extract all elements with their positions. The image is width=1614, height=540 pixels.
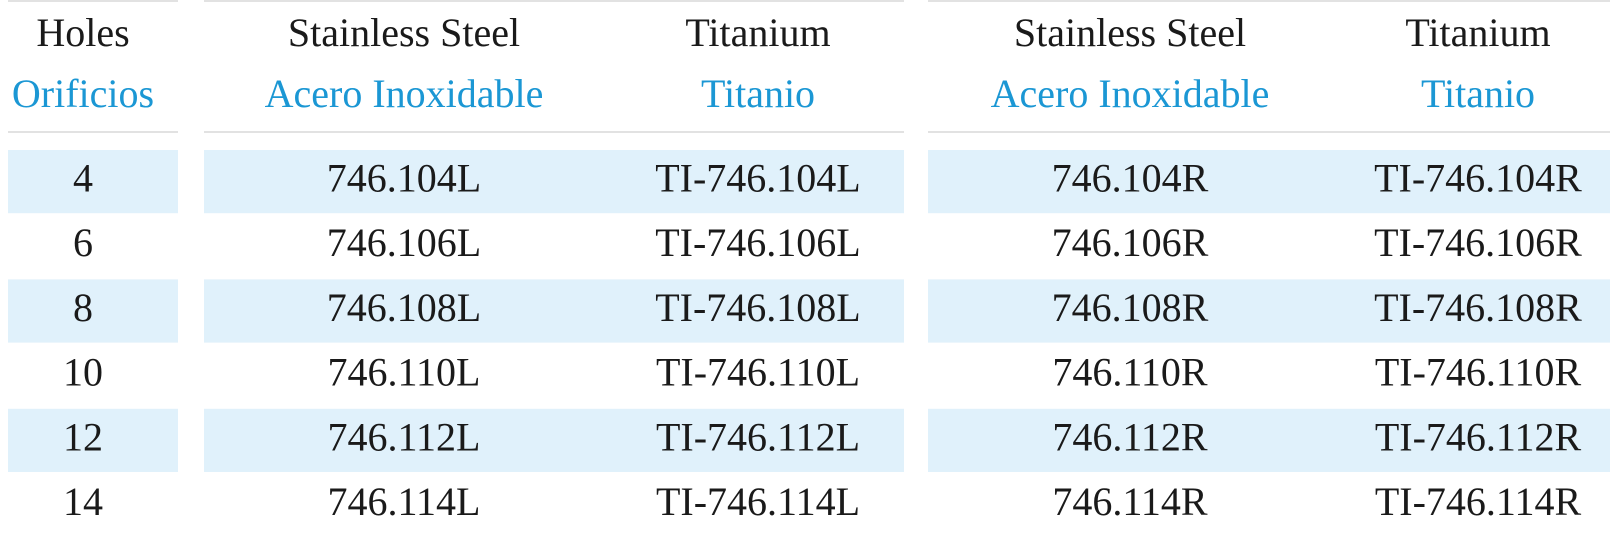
cell: 14 <box>63 479 103 524</box>
cell: TI-746.108L <box>655 285 861 330</box>
cell: 746.110R <box>1052 350 1208 395</box>
cell: 746.108R <box>1052 285 1209 330</box>
cell: 746.106R <box>1052 220 1209 265</box>
cell: 6 <box>73 220 93 265</box>
cell: TI-746.114R <box>1375 479 1582 524</box>
row-stripe <box>204 150 904 214</box>
header-es: Titanio <box>1421 71 1535 116</box>
header-es: Acero Inoxidable <box>991 71 1270 116</box>
cell: TI-746.106L <box>655 220 861 265</box>
cell: 746.108L <box>327 285 481 330</box>
row-stripe <box>928 150 1610 214</box>
cell: 12 <box>63 414 103 459</box>
header-en: Titanium <box>685 10 830 55</box>
header-es: Acero Inoxidable <box>265 71 544 116</box>
cell: 746.112R <box>1052 414 1208 459</box>
cell: 746.110L <box>328 350 481 395</box>
row-stripe <box>204 279 904 343</box>
cell: TI-746.106R <box>1374 220 1582 265</box>
row-stripe <box>928 279 1610 343</box>
header-en: Stainless Steel <box>288 10 520 55</box>
cell: 746.106L <box>327 220 481 265</box>
cell: TI-746.110R <box>1375 350 1582 395</box>
row-stripe <box>204 408 904 472</box>
cell: TI-746.112L <box>656 414 860 459</box>
row-stripe <box>8 279 178 343</box>
cell: TI-746.112R <box>1375 414 1582 459</box>
header-en: Stainless Steel <box>1014 10 1246 55</box>
cell: 10 <box>63 350 103 395</box>
cell: 746.104L <box>327 156 481 201</box>
header-es: Orificios <box>12 71 154 116</box>
row-stripe <box>8 408 178 472</box>
header-en: Holes <box>36 10 129 55</box>
cell: 746.112L <box>328 414 481 459</box>
cell: 746.104R <box>1052 156 1209 201</box>
cell: TI-746.108R <box>1374 285 1582 330</box>
cell: 4 <box>73 156 93 201</box>
cell: TI-746.104L <box>655 156 861 201</box>
cell: 746.114L <box>328 479 481 524</box>
cell: 746.114R <box>1052 479 1208 524</box>
cell: TI-746.104R <box>1374 156 1582 201</box>
cell: TI-746.114L <box>656 479 860 524</box>
row-stripe <box>8 150 178 214</box>
header-en: Titanium <box>1405 10 1550 55</box>
cell: 8 <box>73 285 93 330</box>
row-stripe <box>928 408 1610 472</box>
cell: TI-746.110L <box>656 350 860 395</box>
header-es: Titanio <box>701 71 815 116</box>
